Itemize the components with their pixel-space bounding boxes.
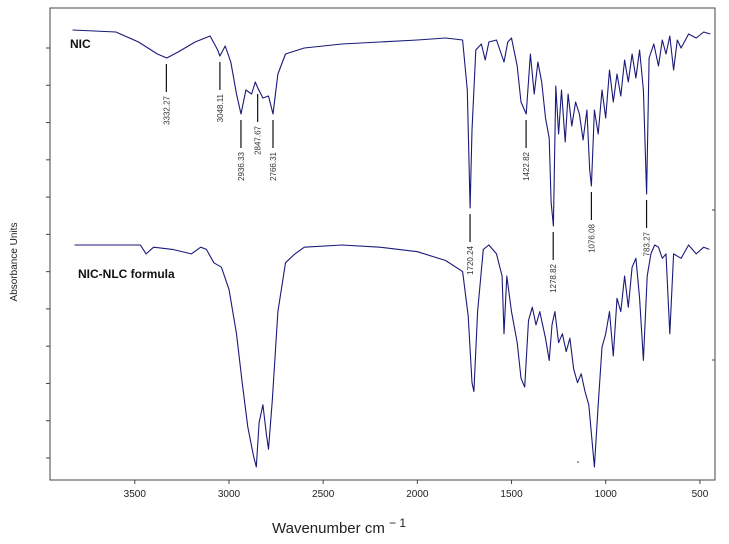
peak-label: 3048.11	[216, 93, 225, 122]
peak-label: 1076.08	[587, 223, 596, 252]
y-axis-ticks	[46, 47, 715, 459]
series-label-nic-nlc: NIC-NLC formula	[78, 267, 175, 281]
peak-label: 2766.31	[269, 151, 278, 180]
peak-label: 1278.82	[549, 263, 558, 292]
x-axis-title: Wavenumber cm − 1	[272, 516, 406, 537]
peak-label: 1720.24	[466, 245, 475, 274]
y-axis-title: Absorbance Units	[9, 223, 20, 302]
stray-dot	[577, 461, 579, 463]
x-axis-ticks: 3500 3000 2500 2000 1500 1000 500	[124, 480, 709, 500]
x-tick-label: 2500	[312, 489, 335, 500]
peak-label: 2936.33	[237, 151, 246, 180]
peak-label: 1422.82	[522, 151, 531, 180]
x-tick-label: 1000	[595, 489, 618, 500]
peak-label: 3332.27	[162, 95, 171, 124]
peak-label: 2847.67	[254, 125, 263, 154]
series-line-nic-nlc	[74, 244, 710, 468]
x-tick-label: 500	[692, 489, 709, 500]
x-tick-label: 1500	[500, 489, 523, 500]
plot-frame	[49, 7, 716, 481]
x-axis-title-superscript: − 1	[389, 516, 406, 530]
spectrum-series	[72, 29, 711, 468]
series-line-nic	[72, 29, 711, 227]
series-labels: NIC NIC-NLC formula	[70, 37, 175, 281]
x-tick-label: 3500	[124, 489, 147, 500]
x-tick-label: 3000	[218, 489, 241, 500]
peak-label: 783.27	[643, 231, 652, 256]
x-axis-title-main: Wavenumber cm	[272, 520, 385, 537]
x-tick-label: 2000	[406, 489, 429, 500]
peak-annotations: 3332.27 3048.11 2936.33 2847.67 2766.31 1720.…	[162, 62, 652, 463]
series-label-nic: NIC	[70, 37, 91, 51]
